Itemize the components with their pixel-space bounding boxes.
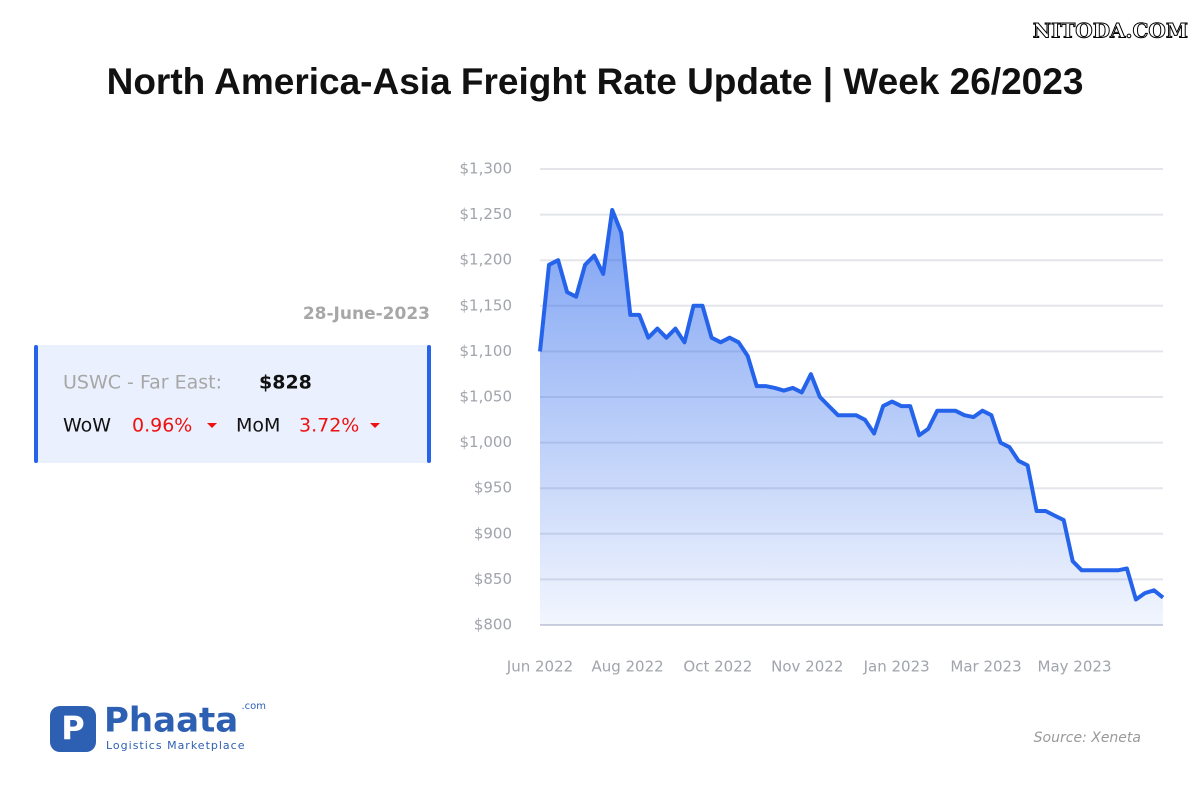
x-tick-label: Mar 2023	[950, 658, 1021, 676]
y-tick-label: $1,200	[460, 251, 513, 269]
info-panel	[36, 345, 430, 463]
logo-icon	[50, 706, 96, 752]
x-tick-label: May 2023	[1038, 658, 1112, 676]
plot: $800 $850 $900 $950 $1,000 $1,050 $1,100 $1,150…	[460, 160, 1165, 676]
logo-mark: P	[61, 709, 84, 747]
y-tick-label: $1,300	[460, 160, 513, 178]
down-arrow	[370, 423, 380, 428]
y-tick-label: $1,050	[460, 388, 513, 406]
source: Source: Xeneta	[1034, 730, 1141, 746]
route-price: $828	[259, 372, 312, 394]
panel-date: 28-June-2023	[303, 304, 430, 324]
wow-value: 0.96%	[132, 415, 192, 437]
watermark: NITODA.COM	[1033, 19, 1188, 43]
area	[540, 210, 1163, 625]
x-tick-label: Oct 2022	[683, 658, 752, 676]
down-arrow	[207, 423, 217, 428]
y-tick-label: $900	[474, 524, 512, 542]
panel-border	[427, 345, 431, 463]
logo-suffix: .com	[241, 701, 266, 712]
y-tick-label: $1,150	[460, 296, 513, 314]
y-tick-label: $800	[474, 616, 512, 634]
y-tick-label: $1,000	[460, 433, 513, 451]
y-tick-label: $850	[474, 570, 512, 588]
route-label: USWC - Far East:	[63, 372, 222, 394]
logo-name: Phaata	[104, 701, 238, 741]
logo-tagline: Logistics Marketplace	[106, 739, 246, 752]
mom-label: MoM	[236, 415, 280, 437]
x-tick-label: Jun 2022	[506, 658, 573, 676]
x-tick-label: Aug 2022	[591, 658, 663, 676]
x-tick-label: Jan 2023	[863, 658, 930, 676]
chart-title: North America-Asia Freight Rate Update |…	[107, 61, 1084, 103]
mom-value: 3.72%	[299, 415, 359, 437]
y-tick-label: $1,250	[460, 205, 513, 223]
y-tick-label: $950	[474, 479, 512, 497]
wow-label: WoW	[63, 415, 111, 437]
x-tick-label: Nov 2022	[771, 658, 843, 676]
panel-border	[34, 345, 38, 463]
y-tick-label: $1,100	[460, 342, 513, 360]
line	[538, 208, 1165, 602]
